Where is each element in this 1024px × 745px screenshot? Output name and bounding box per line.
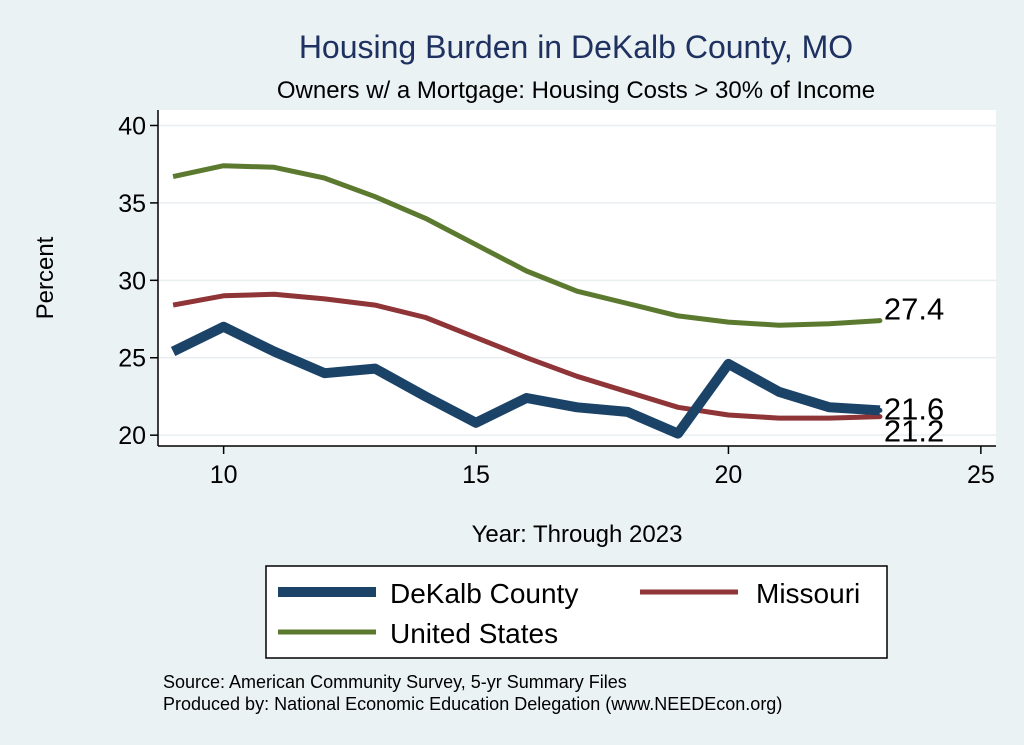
y-tick-label-30: 30 (118, 267, 146, 295)
x-tick-label-20: 20 (715, 461, 743, 489)
plot-area (158, 110, 996, 446)
x-tick-label-25: 25 (967, 461, 995, 489)
legend-label-missouri: Missouri (756, 578, 860, 609)
series-line-missouri (172, 291, 880, 421)
series-line-united-states (172, 163, 881, 328)
x-axis-title: Year: Through 2023 (472, 521, 683, 548)
chart-subtitle: Owners w/ a Mortgage: Housing Costs > 30… (277, 77, 875, 104)
end-marker-dekalb-county (877, 407, 883, 413)
y-axis-title: Percent (32, 236, 59, 319)
series-line-dekalb-county (170, 321, 881, 439)
chart-title: Housing Burden in DeKalb County, MO (299, 29, 853, 65)
end-labels: 21.621.2 27.4 (884, 292, 944, 449)
producer-note: Produced by: National Economic Education… (163, 694, 782, 714)
end-label-missouri: 21.2 (884, 414, 944, 449)
x-tick-label-10: 10 (210, 461, 238, 489)
end-marker-united-states (877, 318, 883, 324)
y-tick-label-20: 20 (118, 422, 146, 450)
legend-label-us: United States (390, 618, 558, 649)
legend-box (265, 565, 888, 659)
end-label-dekalb-county: 21.6 (884, 391, 944, 426)
axes: 20 25 30 35 40 10 15 20 25 (118, 110, 996, 489)
x-tick-label-15: 15 (462, 461, 490, 489)
y-tick-label-25: 25 (118, 345, 146, 373)
source-note: Source: American Community Survey, 5-yr … (163, 672, 627, 692)
series-lines (170, 163, 883, 439)
end-label-united-states: 27.4 (884, 292, 944, 327)
y-tick-label-40: 40 (118, 112, 146, 140)
y-tick-label-35: 35 (118, 190, 146, 218)
legend-label-dekalb: DeKalb County (390, 578, 578, 609)
legend: DeKalb County Missouri United States (265, 565, 888, 659)
